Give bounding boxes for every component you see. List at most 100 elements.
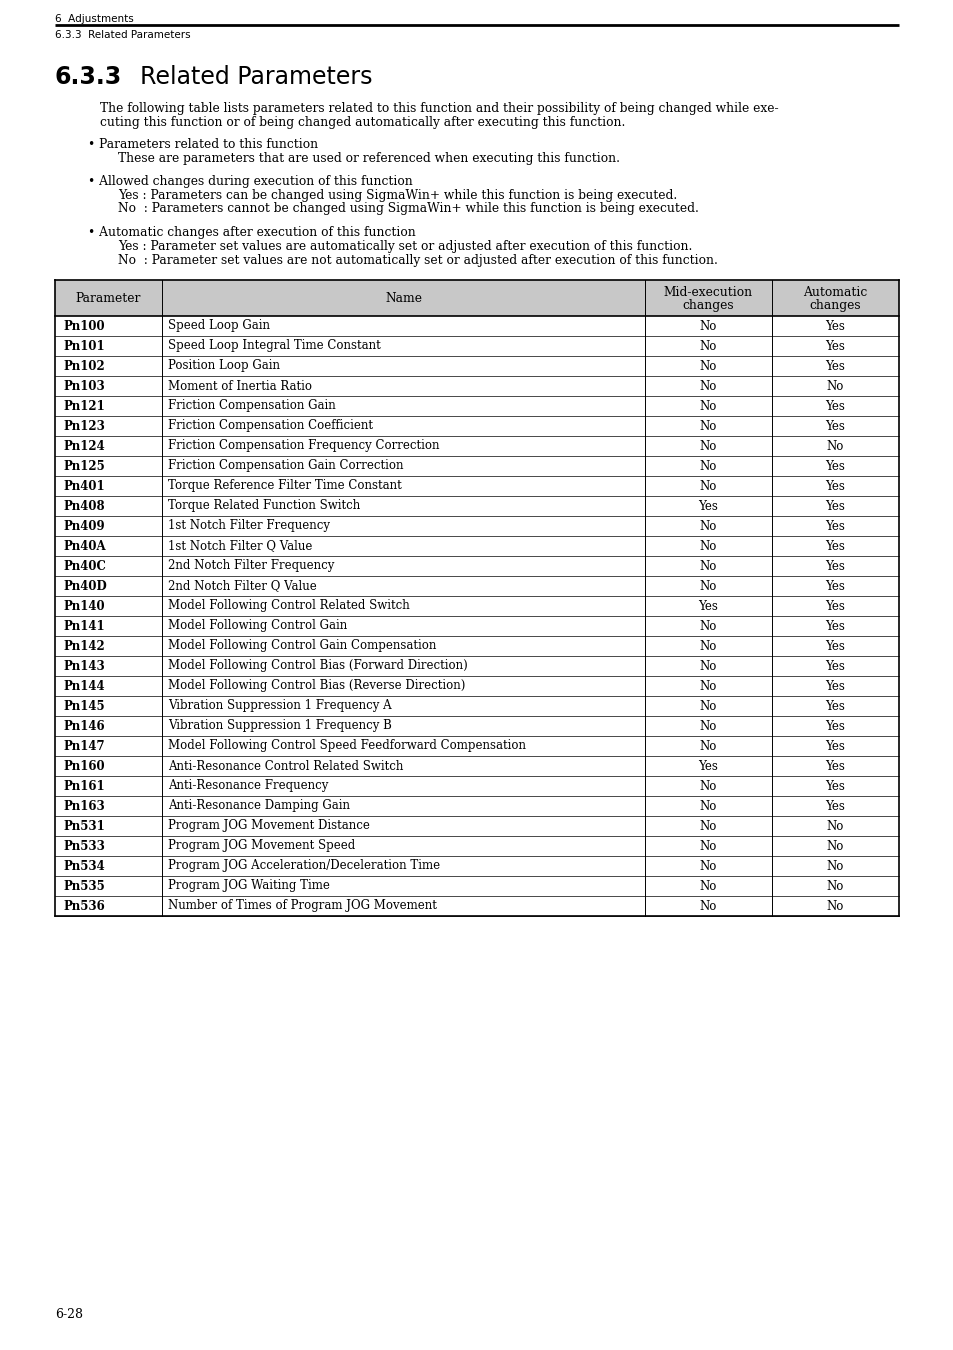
Text: Yes: Yes [698,500,718,513]
Text: Pn142: Pn142 [63,640,105,652]
Text: Yes: Yes [824,400,844,413]
Text: Pn40C: Pn40C [63,559,106,572]
Text: Pn100: Pn100 [63,320,105,332]
Bar [55,556,898,576]
Text: Parameter: Parameter [75,292,141,305]
Text: Model Following Control Gain Compensation: Model Following Control Gain Compensatio… [168,640,436,652]
Text: Yes: Yes [824,420,844,432]
Text: No: No [700,540,717,552]
Text: Model Following Control Related Switch: Model Following Control Related Switch [168,599,410,613]
Bar [55,616,898,636]
Text: cuting this function or of being changed automatically after executing this func: cuting this function or of being changed… [100,116,625,130]
Text: No: No [700,339,717,352]
Text: Yes: Yes [824,740,844,752]
Text: Pn121: Pn121 [63,400,105,413]
Bar [55,495,898,516]
Text: Vibration Suppression 1 Frequency A: Vibration Suppression 1 Frequency A [168,699,392,713]
Bar [55,776,898,796]
Text: No: No [700,320,717,332]
Text: Pn101: Pn101 [63,339,105,352]
Bar [55,516,898,536]
Text: No: No [826,879,843,892]
Text: No: No [826,379,843,393]
Text: Friction Compensation Gain Correction: Friction Compensation Gain Correction [168,459,403,472]
Text: Automatic: Automatic [802,285,866,298]
Text: Pn535: Pn535 [63,879,105,892]
Text: changes: changes [682,298,734,312]
Text: Anti-Resonance Frequency: Anti-Resonance Frequency [168,779,328,792]
Bar [55,756,898,776]
Text: Pn408: Pn408 [63,500,105,513]
Text: No: No [700,779,717,792]
Text: 6-28: 6-28 [55,1308,83,1322]
Text: Yes: Yes [824,559,844,572]
Text: Pn123: Pn123 [63,420,105,432]
Text: Yes: Yes [824,660,844,672]
Bar [55,356,898,377]
Bar [55,279,898,316]
Text: 1st Notch Filter Q Value: 1st Notch Filter Q Value [168,540,312,552]
Text: No: No [700,720,717,733]
Text: Related Parameters: Related Parameters [140,65,372,89]
Text: No: No [700,699,717,713]
Text: Pn143: Pn143 [63,660,105,672]
Text: • Allowed changes during execution of this function: • Allowed changes during execution of th… [88,176,413,188]
Text: No: No [700,620,717,633]
Text: No: No [700,459,717,472]
Bar [55,396,898,416]
Text: 1st Notch Filter Frequency: 1st Notch Filter Frequency [168,520,330,532]
Text: Friction Compensation Gain: Friction Compensation Gain [168,400,335,413]
Text: • Automatic changes after execution of this function: • Automatic changes after execution of t… [88,225,416,239]
Bar [55,416,898,436]
Bar [55,595,898,616]
Text: • Parameters related to this function: • Parameters related to this function [88,138,317,151]
Text: Yes: Yes [824,459,844,472]
Bar [55,316,898,336]
Text: No: No [700,879,717,892]
Text: Yes : Parameters can be changed using SigmaWin+ while this function is being exe: Yes : Parameters can be changed using Si… [118,189,677,202]
Text: Torque Reference Filter Time Constant: Torque Reference Filter Time Constant [168,479,401,493]
Text: No: No [700,819,717,833]
Text: No: No [700,579,717,593]
Text: No: No [700,400,717,413]
Text: No: No [826,440,843,452]
Text: No: No [700,740,717,752]
Text: Model Following Control Bias (Forward Direction): Model Following Control Bias (Forward Di… [168,660,467,672]
Text: Yes: Yes [824,620,844,633]
Text: Pn533: Pn533 [63,840,105,852]
Text: Position Loop Gain: Position Loop Gain [168,359,280,373]
Text: No: No [700,379,717,393]
Text: Yes: Yes [824,479,844,493]
Text: Program JOG Waiting Time: Program JOG Waiting Time [168,879,330,892]
Text: Yes: Yes [824,760,844,772]
Text: No: No [700,799,717,813]
Text: Yes: Yes [824,799,844,813]
Bar [55,676,898,697]
Text: Yes: Yes [698,760,718,772]
Text: Number of Times of Program JOG Movement: Number of Times of Program JOG Movement [168,899,436,913]
Text: No  : Parameters cannot be changed using SigmaWin+ while this function is being : No : Parameters cannot be changed using … [118,202,699,215]
Bar [55,856,898,876]
Text: 6  Adjustments: 6 Adjustments [55,14,133,24]
Text: Pn40A: Pn40A [63,540,106,552]
Text: No: No [700,559,717,572]
Bar [55,656,898,676]
Text: Yes: Yes [824,640,844,652]
Text: Yes: Yes [824,500,844,513]
Text: Pn125: Pn125 [63,459,105,472]
Bar [55,536,898,556]
Text: 6.3.3: 6.3.3 [55,65,122,89]
Bar [55,896,898,917]
Text: Yes: Yes [824,779,844,792]
Text: The following table lists parameters related to this function and their possibil: The following table lists parameters rel… [100,103,778,115]
Bar [55,636,898,656]
Text: Model Following Control Gain: Model Following Control Gain [168,620,347,633]
Bar [55,876,898,896]
Text: Speed Loop Integral Time Constant: Speed Loop Integral Time Constant [168,339,380,352]
Bar [55,716,898,736]
Bar [55,836,898,856]
Text: changes: changes [809,298,861,312]
Bar [55,336,898,356]
Bar [55,815,898,836]
Text: No: No [700,440,717,452]
